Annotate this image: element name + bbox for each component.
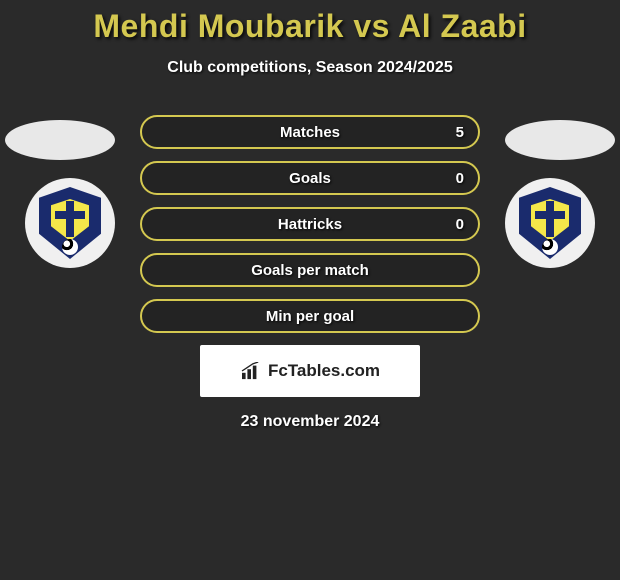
bar-chart-icon [240, 362, 262, 380]
stat-label: Matches [280, 124, 340, 141]
stat-row-hattricks: Hattricks 0 [140, 207, 480, 241]
club-badge-left [25, 178, 115, 268]
subtitle: Club competitions, Season 2024/2025 [0, 59, 620, 77]
stat-label: Goals [289, 170, 331, 187]
club-badge-right [505, 178, 595, 268]
player-left-avatar-placeholder [5, 120, 115, 160]
date-text: 23 november 2024 [0, 413, 620, 431]
stat-right-value: 0 [456, 170, 464, 187]
brand-text: FcTables.com [268, 361, 380, 381]
stat-right-value: 0 [456, 216, 464, 233]
player-right-avatar-placeholder [505, 120, 615, 160]
crest-icon [519, 187, 581, 259]
stat-row-min-per-goal: Min per goal [140, 299, 480, 333]
stat-label: Hattricks [278, 216, 342, 233]
stat-row-goals: Goals 0 [140, 161, 480, 195]
stat-right-value: 5 [456, 124, 464, 141]
stats-container: Matches 5 Goals 0 Hattricks 0 Goals per … [140, 115, 480, 333]
page-title: Mehdi Moubarik vs Al Zaabi [0, 0, 620, 45]
brand-badge: FcTables.com [200, 345, 420, 397]
stat-row-matches: Matches 5 [140, 115, 480, 149]
stat-row-goals-per-match: Goals per match [140, 253, 480, 287]
stat-label: Goals per match [251, 262, 369, 279]
crest-icon [39, 187, 101, 259]
stat-label: Min per goal [266, 308, 354, 325]
